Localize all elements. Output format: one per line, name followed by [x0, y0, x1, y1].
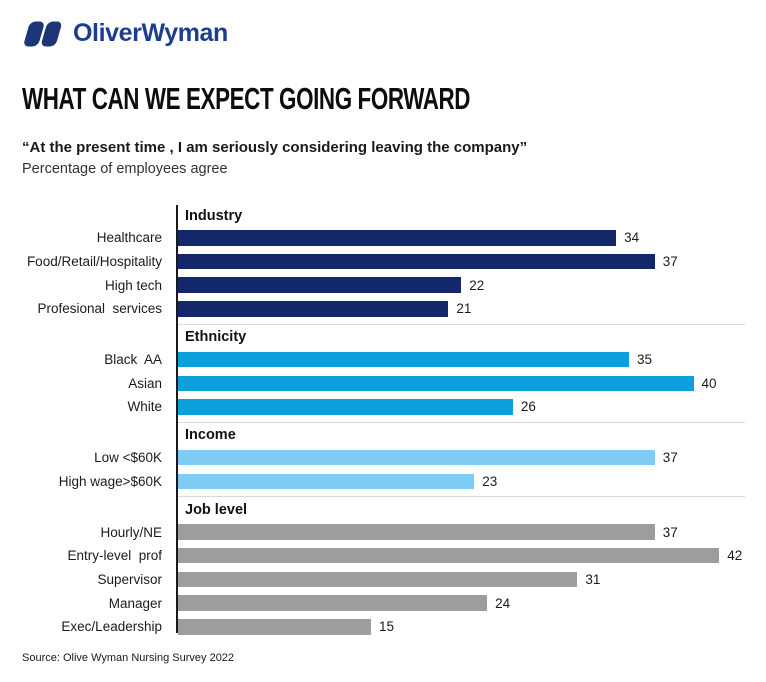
- bar-row: Food/Retail/Hospitality 37: [0, 250, 766, 274]
- bar: [177, 399, 513, 415]
- bar-value: 37: [662, 524, 678, 540]
- bar-row: Manager 24: [0, 591, 766, 615]
- bar-value: 35: [637, 352, 653, 368]
- bar: [177, 375, 694, 392]
- bar-label: Food/Retail/Hospitality: [26, 254, 162, 270]
- bar-value: 34: [624, 230, 640, 246]
- bar-value: 37: [662, 450, 678, 466]
- section-header: Income: [185, 427, 236, 444]
- bar-value: 15: [379, 619, 395, 635]
- bar-chart: Industry Healthcare 34 Food/Retail/Hospital…: [0, 203, 766, 639]
- bar-track: 21: [177, 301, 766, 317]
- section-header: Job level: [185, 501, 248, 518]
- oliver-wyman-logo-text: OliverWyman: [73, 19, 228, 47]
- oliver-wyman-logo-icon: [24, 21, 62, 46]
- bar-row: Hourly/NE 37: [0, 520, 766, 544]
- bar-row: Healthcare 34: [0, 226, 766, 250]
- bar: [177, 230, 617, 246]
- bar-value: 40: [701, 375, 717, 391]
- bar-label: Asian: [128, 375, 162, 391]
- bar-value: 23: [482, 473, 498, 489]
- section-header: Ethnicity: [185, 329, 247, 346]
- bar-track: 37: [177, 524, 766, 540]
- bar-row: Supervisor 31: [0, 568, 766, 592]
- page-title: WHAT CAN WE EXPECT GOING FORWARD: [22, 82, 471, 116]
- chart-section: Income Low <$60K 37 High wage>$60K 23: [0, 423, 766, 493]
- bar-value: 24: [495, 595, 511, 611]
- bar-label: Black AA: [104, 352, 162, 368]
- bar-label: Healthcare: [96, 230, 162, 246]
- chart-section: Industry Healthcare 34 Food/Retail/Hospital…: [0, 203, 766, 321]
- bar-label: Manager: [108, 595, 162, 611]
- bar-label: High wage>$60K: [58, 473, 162, 489]
- bar-track: 31: [177, 571, 766, 588]
- bar-track: 15: [177, 619, 766, 635]
- section-divider: [176, 323, 745, 325]
- bar-label: High tech: [104, 277, 162, 293]
- bar-row: Entry-level prof 42: [0, 544, 766, 568]
- bar: [177, 595, 488, 611]
- bar: [177, 351, 629, 368]
- bar: [177, 449, 655, 466]
- section-header: Industry: [185, 207, 243, 224]
- bar-track: 26: [177, 399, 766, 415]
- bar-label: Exec/Leadership: [61, 619, 162, 635]
- bar-value: 42: [727, 548, 743, 564]
- bar-row: High tech 22: [0, 273, 766, 297]
- bar-label: White: [127, 399, 162, 415]
- bar-track: 37: [177, 253, 766, 270]
- bar-label: Profesional services: [37, 301, 162, 317]
- bar: [177, 253, 655, 270]
- bar-row: Asian 40: [0, 371, 766, 395]
- bar: [177, 619, 371, 635]
- bar-row: Exec/Leadership 15: [0, 615, 766, 639]
- bar-track: 23: [177, 473, 766, 490]
- bar: [177, 547, 720, 564]
- bar-row: Profesional services 21: [0, 297, 766, 321]
- bar-track: 35: [177, 351, 766, 368]
- section-divider: [176, 421, 745, 423]
- bar-track: 22: [177, 277, 766, 293]
- bar-track: 37: [177, 449, 766, 466]
- chart-section: Ethnicity Black AA 35 Asian 40 White 26: [0, 325, 766, 419]
- survey-question-quote: “At the present time , I am seriously co…: [22, 139, 528, 156]
- bar-track: 42: [177, 547, 766, 564]
- bar-label: Entry-level prof: [67, 548, 162, 564]
- bar-label: Low <$60K: [94, 450, 162, 466]
- bar-label: Hourly/NE: [100, 524, 162, 540]
- bar-label: Supervisor: [97, 571, 162, 587]
- bar: [177, 301, 449, 317]
- bar-value: 37: [662, 254, 678, 270]
- bar-track: 40: [177, 375, 766, 392]
- bar-row: Black AA 35: [0, 348, 766, 372]
- bar-value: 22: [469, 277, 485, 293]
- section-divider: [176, 496, 745, 498]
- chart-section: Job level Hourly/NE 37 Entry-level prof 42 Su…: [0, 497, 766, 638]
- oliver-wyman-logo: OliverWyman: [22, 19, 228, 48]
- bar-row: Low <$60K 37: [0, 446, 766, 470]
- bar: [177, 571, 578, 588]
- bar: [177, 277, 462, 293]
- bar-track: 34: [177, 230, 766, 246]
- bar-value: 21: [456, 301, 472, 317]
- bar-value: 26: [520, 399, 536, 415]
- chart-subtitle: Percentage of employees agree: [22, 161, 228, 177]
- source-note: Source: Olive Wyman Nursing Survey 2022: [22, 652, 235, 664]
- chart-axis-line: [176, 205, 178, 633]
- bar: [177, 524, 655, 540]
- bar-row: White 26: [0, 395, 766, 419]
- bar-row: High wage>$60K 23: [0, 470, 766, 494]
- bar-track: 24: [177, 595, 766, 611]
- bar: [177, 473, 475, 490]
- bar-value: 31: [585, 571, 601, 587]
